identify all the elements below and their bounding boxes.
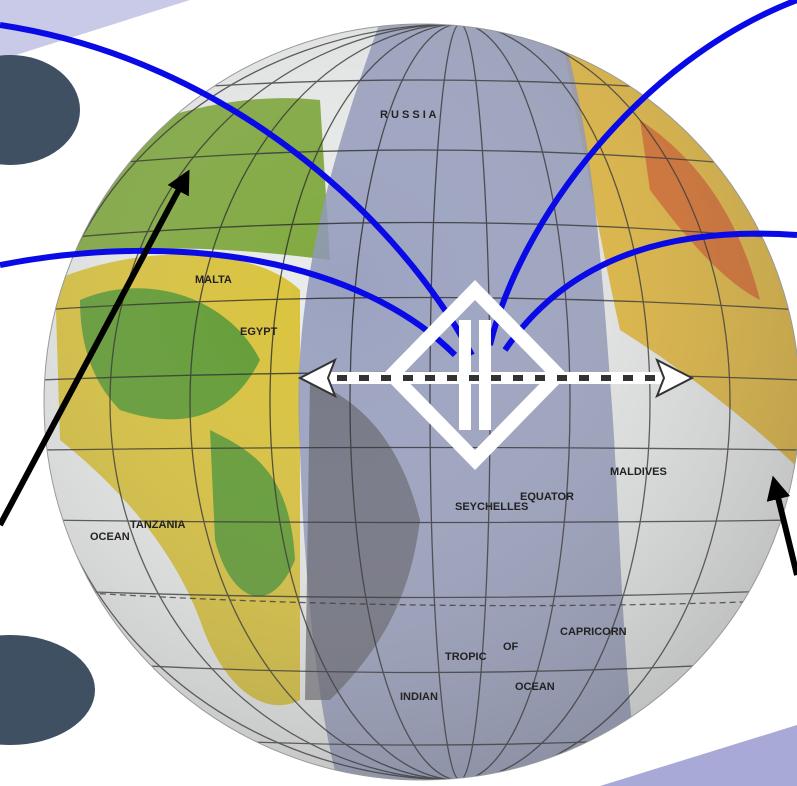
map-label: MALTA: [195, 274, 232, 286]
map-label: SEYCHELLES: [455, 501, 528, 513]
map-label: OF: [503, 641, 519, 653]
bullet-shape: [0, 55, 80, 165]
map-label: TROPIC: [445, 651, 487, 663]
bullet-shape: [0, 635, 95, 745]
map-label: MALDIVES: [610, 466, 667, 478]
map-label: TANZANIA: [130, 519, 185, 531]
globe-illustration: R U S S I AEGYPTMALTAEQUATORSEYCHELLESMA…: [0, 0, 797, 786]
page: R U S S I AEGYPTMALTAEQUATORSEYCHELLESMA…: [0, 0, 797, 786]
map-label: INDIAN: [400, 691, 438, 703]
map-label: EGYPT: [240, 326, 278, 338]
map-label: OCEAN: [515, 681, 555, 693]
map-label: OCEAN: [90, 531, 130, 543]
corner-band: [600, 725, 797, 786]
map-label: CAPRICORN: [560, 626, 627, 638]
map-label: R U S S I A: [380, 109, 436, 121]
